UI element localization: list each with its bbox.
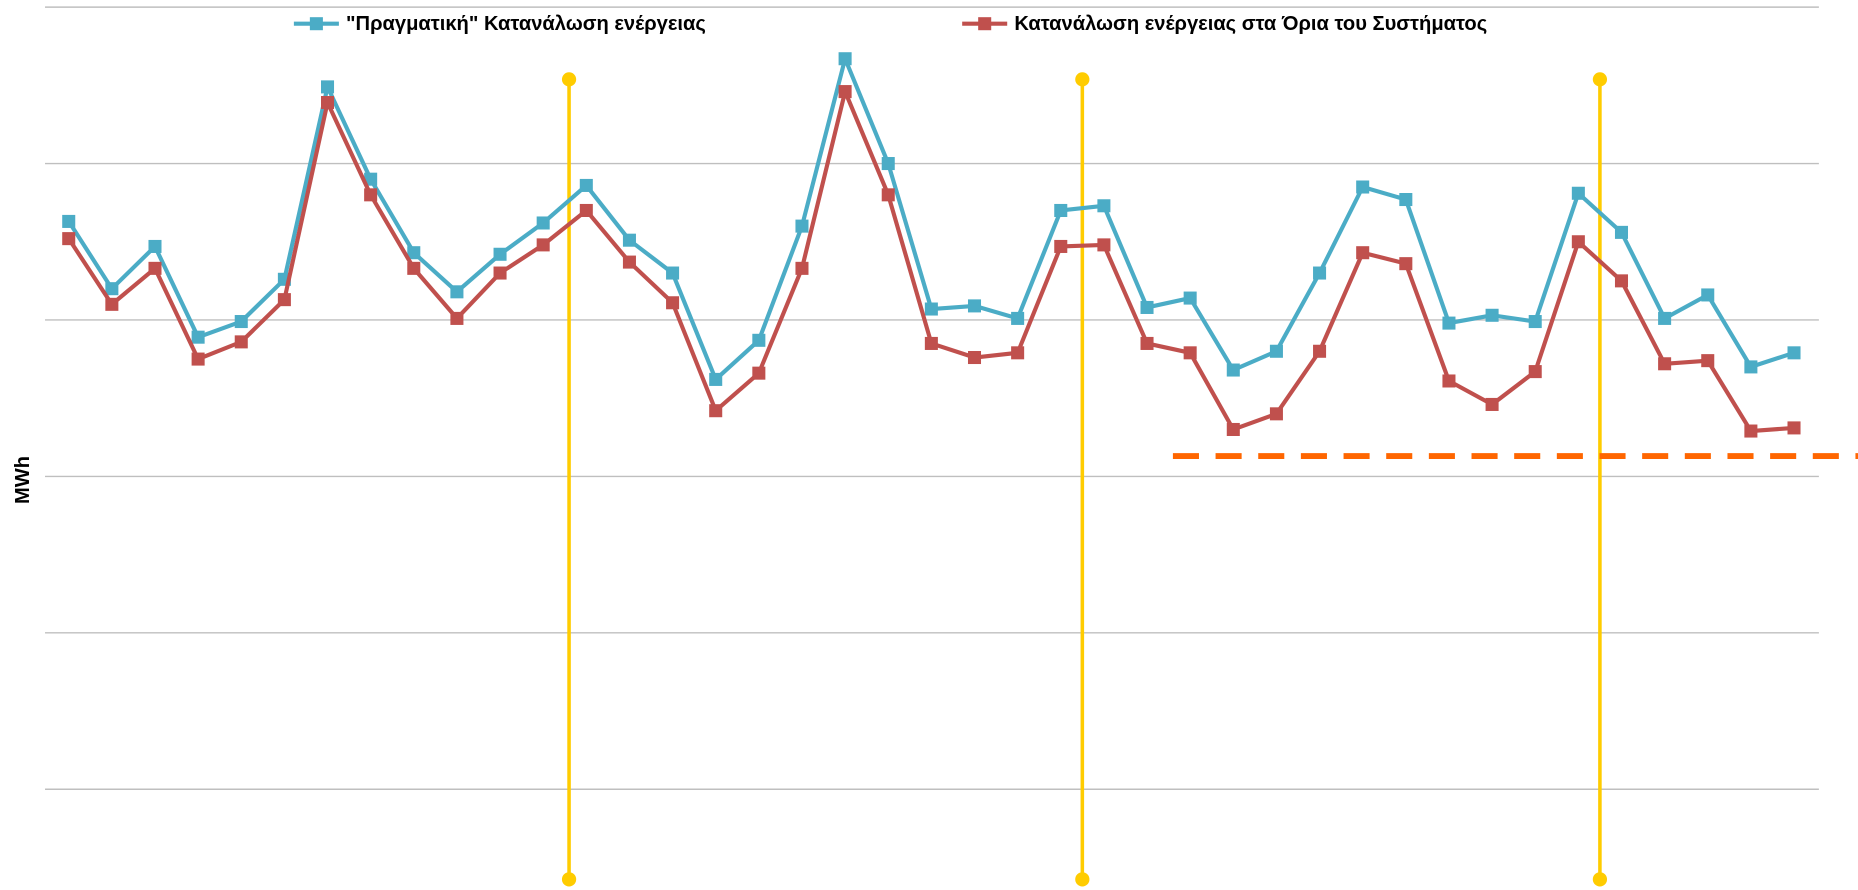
series-marker <box>321 80 335 94</box>
series-marker <box>622 255 636 269</box>
vertical-line-end <box>561 72 577 87</box>
series-marker <box>709 372 723 386</box>
series-marker <box>1226 363 1240 377</box>
series-marker <box>450 285 464 299</box>
series-marker <box>1399 257 1413 271</box>
series-marker <box>493 266 507 280</box>
series-marker <box>1140 336 1154 350</box>
series-marker <box>105 297 119 311</box>
series-marker <box>1744 360 1758 374</box>
series-marker <box>881 188 895 202</box>
series-marker <box>1399 193 1413 207</box>
series-marker <box>1269 407 1283 421</box>
series-marker <box>579 178 593 192</box>
series-marker <box>1614 225 1629 239</box>
series-marker <box>666 266 680 280</box>
series-marker <box>795 219 809 233</box>
series-marker <box>924 302 938 316</box>
series-marker <box>1313 266 1327 280</box>
series-marker <box>1313 344 1327 358</box>
series-marker <box>407 261 421 275</box>
vertical-line-end <box>1075 72 1090 87</box>
series-marker <box>622 233 636 247</box>
series-marker <box>191 352 205 366</box>
series-marker <box>1054 239 1068 253</box>
series-marker <box>967 299 982 313</box>
series-marker <box>666 296 680 310</box>
vertical-line-end <box>1592 872 1608 887</box>
series-marker <box>1356 180 1370 194</box>
series-marker <box>364 172 378 186</box>
series-marker <box>1614 274 1629 288</box>
series-marker <box>1787 346 1801 360</box>
series-marker <box>148 261 162 275</box>
series-marker <box>321 96 335 110</box>
series-marker <box>1571 186 1585 200</box>
vertical-line-end <box>1592 72 1608 87</box>
series-marker <box>1183 291 1197 305</box>
series-marker <box>1485 397 1499 411</box>
series-marker <box>493 247 507 261</box>
y-axis-label: MWh <box>12 456 34 504</box>
series-marker <box>1054 203 1068 217</box>
series-marker <box>924 336 938 350</box>
series-marker <box>407 246 421 260</box>
legend-marker <box>978 17 992 31</box>
series-marker <box>1183 346 1197 360</box>
series-marker <box>1528 315 1542 329</box>
series-marker <box>838 85 852 99</box>
series-marker <box>62 214 76 228</box>
series-line <box>66 89 1795 434</box>
series-marker <box>234 315 248 329</box>
series-marker <box>1356 246 1370 260</box>
series-marker <box>1442 316 1456 330</box>
series-marker <box>1701 354 1715 368</box>
legend-marker <box>309 17 323 31</box>
series-marker <box>536 238 550 252</box>
series-marker <box>450 311 464 325</box>
series-marker <box>1528 365 1542 379</box>
series-marker <box>1744 424 1758 438</box>
series-marker <box>105 282 119 296</box>
series-marker <box>1485 308 1499 322</box>
series-marker <box>881 157 895 171</box>
vertical-line-end <box>561 872 577 887</box>
series-marker <box>1269 344 1283 358</box>
series-marker <box>1701 288 1715 302</box>
series-marker <box>1097 238 1111 252</box>
series-marker <box>536 216 550 230</box>
series-marker <box>579 203 593 217</box>
series-marker <box>1097 199 1111 213</box>
series-marker <box>1658 357 1672 371</box>
series-marker <box>752 333 766 347</box>
vertical-line-end <box>1075 872 1090 887</box>
series-marker <box>1140 300 1154 314</box>
series-marker <box>277 293 291 307</box>
series-marker <box>1571 235 1585 249</box>
series-marker <box>795 261 809 275</box>
series-marker <box>1787 421 1801 435</box>
series-marker <box>62 232 76 246</box>
series-marker <box>1442 374 1456 388</box>
series-marker <box>1226 422 1240 436</box>
legend-label: "Πραγματική" Κατανάλωση ενέργειας <box>346 13 706 35</box>
series-marker <box>191 330 205 344</box>
series-marker <box>1011 311 1025 325</box>
series-marker <box>148 239 162 253</box>
series-marker <box>967 350 982 365</box>
series-marker <box>364 188 378 202</box>
series-marker <box>752 366 766 380</box>
series-marker <box>838 52 852 66</box>
series-marker <box>709 404 723 418</box>
series-marker <box>234 335 248 349</box>
legend-label: Κατανάλωση ενέργειας στα Όρια του Συστήμ… <box>1014 13 1487 35</box>
series-marker <box>1011 346 1025 360</box>
series-marker <box>1658 311 1672 325</box>
